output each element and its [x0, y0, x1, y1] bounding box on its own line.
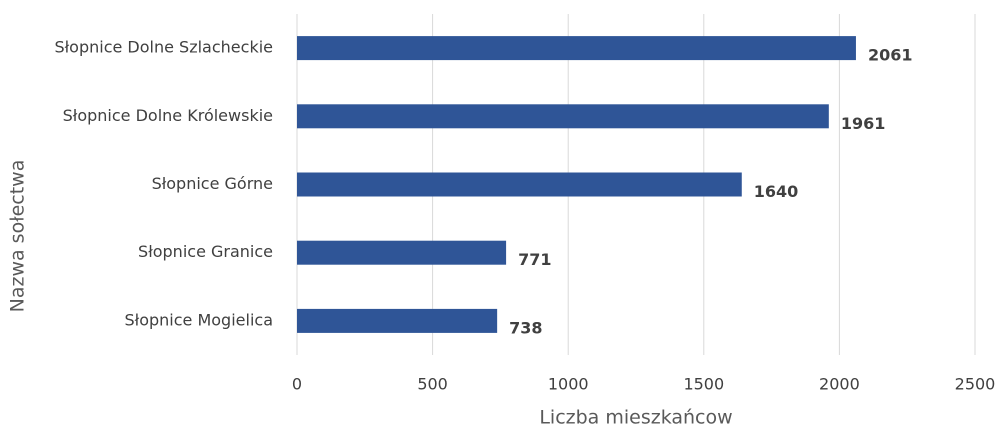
- x-tick-label: 2500: [955, 375, 996, 394]
- bar: [297, 308, 498, 333]
- y-tick-label: Słopnice Górne: [152, 174, 273, 193]
- x-tick-label: 1500: [683, 375, 724, 394]
- y-axis-title: Nazwa sołectwa: [7, 160, 29, 313]
- x-tick-label: 2000: [819, 375, 860, 394]
- y-tick-label: Słopnice Mogielica: [125, 310, 274, 329]
- value-label: 1640: [754, 182, 799, 201]
- x-axis-title: Liczba mieszkańcow: [539, 407, 732, 429]
- bar: [297, 36, 856, 61]
- value-label: 771: [518, 250, 551, 269]
- bar: [297, 172, 742, 197]
- bar: [297, 240, 507, 265]
- bar: [297, 104, 829, 129]
- x-tick-label: 1000: [548, 375, 589, 394]
- value-label: 1961: [841, 114, 886, 133]
- y-tick-label: Słopnice Dolne Królewskie: [63, 106, 273, 125]
- x-tick-label: 500: [417, 375, 448, 394]
- y-tick-label: Słopnice Dolne Szlacheckie: [54, 38, 273, 57]
- y-tick-label: Słopnice Granice: [138, 242, 273, 261]
- value-label: 738: [509, 318, 542, 337]
- value-label: 2061: [868, 46, 913, 65]
- x-tick-label: 0: [292, 375, 302, 394]
